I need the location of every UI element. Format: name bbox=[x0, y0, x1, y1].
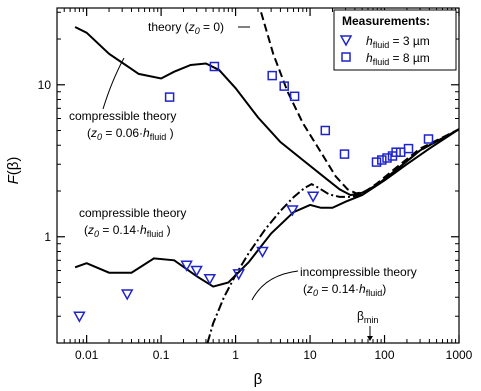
curve-dashed-0 bbox=[260, 12, 459, 195]
triangle-down-data-point bbox=[190, 265, 203, 278]
annotation-compressible-006: compressible theory (z0 = 0.06·hfluid ) bbox=[69, 57, 176, 142]
curve-solid-2 bbox=[74, 128, 459, 288]
svg-text:(z0 = 0.14·hfluid ): (z0 = 0.14·hfluid ) bbox=[84, 223, 171, 239]
y-axis-label: F(β) bbox=[5, 157, 22, 185]
legend-triangle-marker bbox=[339, 35, 353, 47]
svg-text:incompressible theory: incompressible theory bbox=[300, 265, 417, 279]
x-tick-label: 10 bbox=[303, 348, 317, 362]
svg-text:(z0 = 0.14·hfluid): (z0 = 0.14·hfluid) bbox=[303, 282, 386, 298]
square-data-point bbox=[339, 149, 350, 159]
x-tick-label: 1000 bbox=[446, 348, 473, 362]
triangle-down-data-point bbox=[232, 269, 245, 281]
square-data-point bbox=[382, 153, 392, 163]
square-data-point bbox=[371, 157, 382, 167]
theory-curves bbox=[74, 12, 459, 343]
svg-text:compressible theory: compressible theory bbox=[79, 206, 186, 220]
legend-entry-3um: hfluid = 3 µm bbox=[366, 34, 430, 50]
legend-square-marker bbox=[341, 52, 351, 62]
square-data-point bbox=[279, 81, 289, 91]
annotation-theory-z0: theory (z0 = 0) bbox=[148, 20, 250, 36]
beta-min-arrowhead bbox=[367, 336, 373, 341]
square-data-point bbox=[377, 155, 387, 165]
leader-incompressible bbox=[251, 270, 299, 301]
square-data-point bbox=[267, 70, 277, 81]
annotation-incompressible: incompressible theory (z0 = 0.14·hfluid) bbox=[251, 265, 417, 301]
triangle-down-data-point bbox=[203, 273, 217, 286]
triangle-down-data-point bbox=[256, 246, 269, 259]
square-data-point bbox=[289, 91, 300, 102]
triangle-down-data-point bbox=[286, 205, 299, 217]
triangle-down-data-point bbox=[120, 289, 134, 301]
square-data-point bbox=[423, 134, 434, 144]
x-axis-label: β bbox=[254, 371, 263, 388]
legend-box bbox=[333, 9, 457, 71]
square-data-point bbox=[320, 125, 331, 136]
x-tick-label: 0.1 bbox=[153, 348, 170, 362]
svg-text:theory (z0 = 0): theory (z0 = 0) bbox=[148, 20, 224, 36]
axis-ticks: 0.01 0.1 1 10 100 1000 1 10 bbox=[38, 8, 473, 362]
y-tick-label: 1 bbox=[44, 230, 51, 244]
y-tick-label: 10 bbox=[38, 78, 52, 92]
square-data-point bbox=[403, 143, 414, 154]
annotation-beta-min: βmin bbox=[357, 309, 378, 341]
annotation-compressible-014: compressible theory (z0 = 0.14·hfluid ) bbox=[79, 206, 186, 239]
svg-text:compressible theory: compressible theory bbox=[69, 109, 176, 123]
triangle-down-data-point bbox=[73, 311, 86, 323]
measurement-markers bbox=[73, 61, 434, 323]
square-data-point bbox=[209, 61, 220, 72]
x-tick-label: 100 bbox=[375, 348, 395, 362]
leader-compressible-006 bbox=[102, 57, 125, 110]
legend: Measurements: hfluid = 3 µm hfluid = 8 µ… bbox=[333, 9, 457, 71]
legend-entry-8um: hfluid = 8 µm bbox=[366, 51, 430, 67]
square-data-point bbox=[164, 92, 175, 102]
curve-dashdot-3 bbox=[206, 128, 459, 343]
triangle-down-data-point bbox=[306, 191, 320, 203]
legend-title: Measurements: bbox=[342, 14, 430, 28]
svg-text:βmin: βmin bbox=[357, 309, 378, 325]
svg-text:(z0 = 0.06·hfluid ): (z0 = 0.06·hfluid ) bbox=[87, 126, 174, 142]
x-tick-label: 0.01 bbox=[75, 348, 99, 362]
x-tick-label: 1 bbox=[232, 348, 239, 362]
triangle-down-data-point bbox=[180, 260, 193, 272]
